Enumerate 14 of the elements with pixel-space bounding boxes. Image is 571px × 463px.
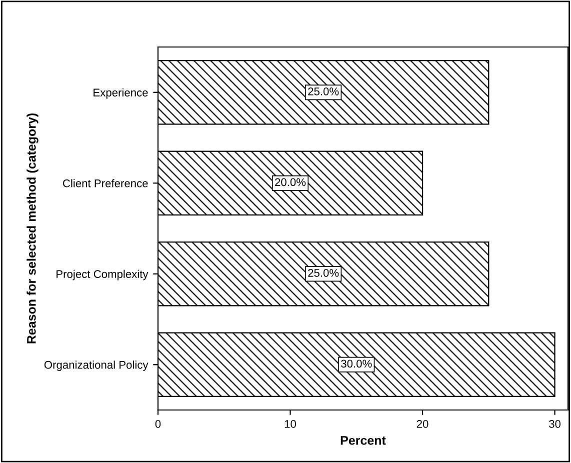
data-label: 25.0%	[308, 87, 339, 96]
data-label: 25.0%	[308, 268, 339, 277]
y-tick-label: Project Complexity	[56, 270, 148, 280]
x-tick-label: 20	[416, 420, 428, 428]
y-tick-label: Organizational Policy	[44, 360, 148, 371]
y-tick-label: Client Preference	[63, 179, 148, 188]
x-tick-label: 0	[155, 420, 161, 428]
data-label: 30.0%	[341, 360, 372, 368]
x-tick-label: 10	[284, 420, 296, 428]
y-axis-title: Reason for selected method (category)	[26, 113, 38, 344]
data-label: 20.0%	[275, 178, 306, 186]
y-tick-label: Experience	[94, 88, 148, 99]
x-tick-label: 30	[549, 420, 561, 428]
x-axis-title: Percent	[340, 436, 386, 445]
